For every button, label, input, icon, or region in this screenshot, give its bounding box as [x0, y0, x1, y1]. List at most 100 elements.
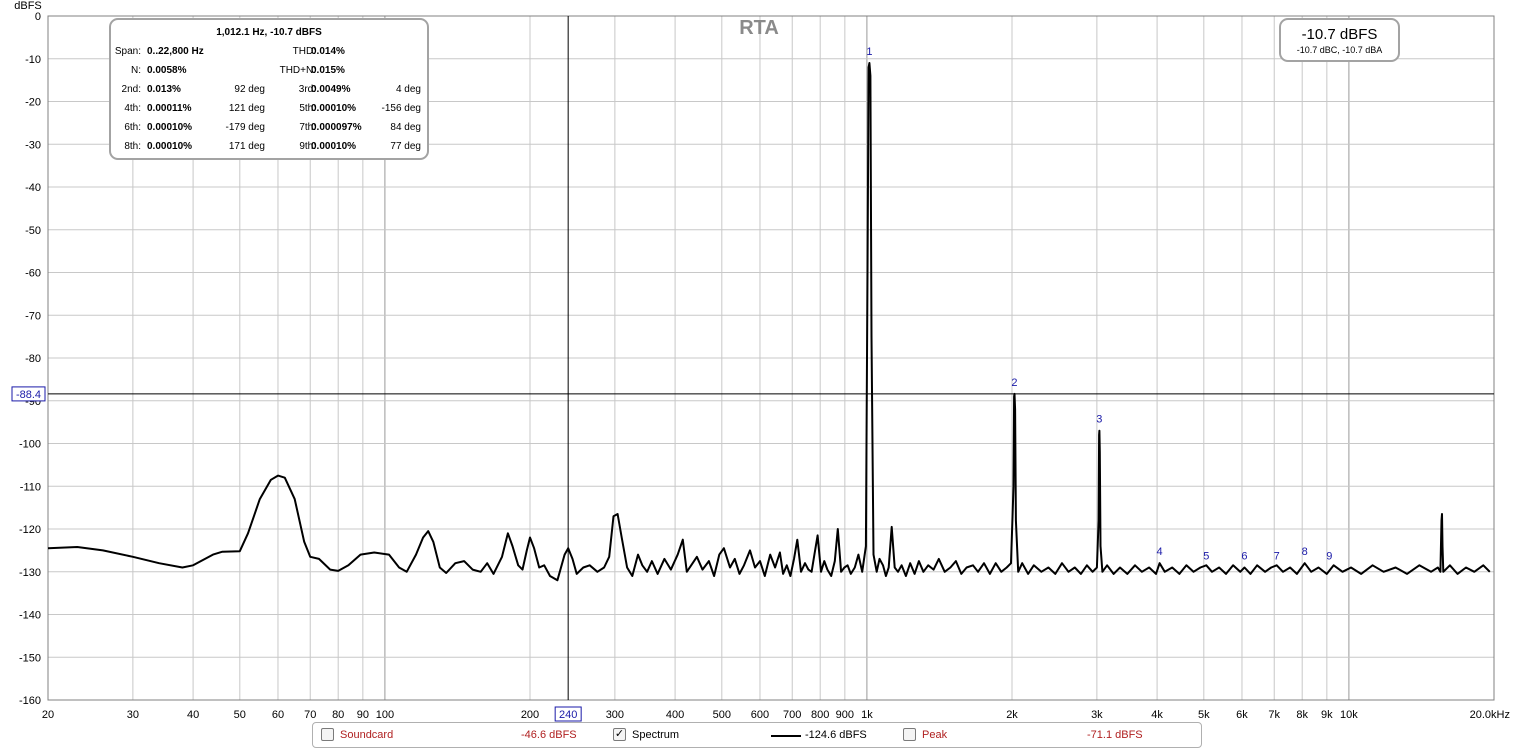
summary-phase: 77 deg	[390, 141, 421, 152]
summary-value: 0.00010%	[311, 103, 357, 114]
x-tick-label: 9k	[1321, 709, 1333, 721]
summary-value: 0.0058%	[147, 65, 187, 76]
summary-label: 6th:	[124, 122, 141, 133]
soundcard-checkbox[interactable]	[321, 728, 334, 741]
summary-label: 8th:	[124, 141, 141, 152]
y-tick-label: 0	[35, 11, 41, 23]
summary-label: 5th:	[299, 103, 316, 114]
x-tick-label: 3k	[1091, 709, 1103, 721]
y-tick-label: -30	[25, 139, 41, 151]
summary-value: 0.000097%	[311, 122, 362, 133]
spectrum-value: -124.6 dBFS	[805, 729, 867, 741]
summary-phase: -179 deg	[225, 122, 265, 133]
peak-value: -71.1 dBFS	[1087, 729, 1143, 741]
summary-row: 2nd: 0.013% 92 deg 3rd: 0.0049% 4 deg	[111, 84, 427, 98]
harmonic-marker-label: 6	[1241, 550, 1247, 562]
x-tick-label: 8k	[1296, 709, 1308, 721]
cursor-y-label-box	[11, 386, 46, 402]
summary-label: 3rd:	[298, 84, 316, 95]
y-tick-label: -150	[19, 652, 41, 664]
summary-row: 6th: 0.00010% -179 deg 7th: 0.000097% 84 deg	[111, 122, 427, 136]
x-tick-label: 70	[304, 709, 316, 721]
summary-phase: 84 deg	[390, 122, 421, 133]
x-tick-label: 4k	[1151, 709, 1163, 721]
harmonic-marker-label: 2	[1011, 377, 1017, 389]
summary-value: 0.013%	[147, 84, 181, 95]
spectrum-line-swatch	[771, 735, 801, 737]
summary-phase: 171 deg	[228, 141, 265, 152]
y-tick-label: -120	[19, 524, 41, 536]
harmonic-marker-label: 8	[1302, 546, 1308, 558]
cursor-x-label-box	[554, 706, 582, 722]
summary-phase: -156 deg	[381, 103, 421, 114]
spectrum-checkbox[interactable]: ✓	[613, 728, 626, 741]
x-tick-label: 30	[127, 709, 139, 721]
y-tick-label: -130	[19, 567, 41, 579]
summary-header: 1,012.1 Hz, -10.7 dBFS	[216, 27, 322, 38]
summary-label: THD+N:	[279, 65, 316, 76]
x-tick-label: 700	[783, 709, 801, 721]
y-tick-label: -140	[19, 610, 41, 622]
summary-label: 7th:	[299, 122, 316, 133]
level-main: -10.7 dBFS	[1301, 26, 1378, 43]
summary-value: 0.00010%	[311, 141, 357, 152]
summary-phase: 4 deg	[395, 84, 421, 95]
x-tick-label: 900	[836, 709, 854, 721]
summary-row: N: 0.0058% THD+N: 0.015%	[111, 65, 427, 79]
harmonic-marker-label: 7	[1274, 550, 1280, 562]
x-tick-label: 5k	[1198, 709, 1210, 721]
summary-row: 4th: 0.00011% 121 deg 5th: 0.00010% -156 deg	[111, 103, 427, 117]
x-tick-label: 20.0kHz	[1470, 709, 1510, 721]
x-tick-label: 6k	[1236, 709, 1248, 721]
series-layer	[47, 62, 1491, 582]
x-tick-label: 600	[751, 709, 769, 721]
harmonic-marker-label: 1	[866, 46, 872, 58]
soundcard-label: Soundcard	[340, 729, 394, 741]
level-readout: -10.7 dBFS -10.7 dBC, -10.7 dBA	[1279, 18, 1400, 62]
y-axis-unit: dBFS	[14, 0, 42, 12]
summary-phase: 121 deg	[228, 103, 265, 114]
y-tick-label: -40	[25, 182, 41, 194]
x-tick-label: 80	[332, 709, 344, 721]
y-tick-label: -70	[25, 310, 41, 322]
summary-label: 9th:	[299, 141, 316, 152]
summary-label: Span:	[114, 46, 141, 57]
summary-phase: 92 deg	[234, 84, 265, 95]
x-tick-label: 400	[666, 709, 684, 721]
harmonic-marker-label: 9	[1326, 550, 1332, 562]
y-tick-label: -80	[25, 353, 41, 365]
summary-value: 0.00010%	[147, 122, 193, 133]
y-tick-label: -20	[25, 97, 41, 109]
summary-row: Span: 0..22,800 Hz THD: 0.014%	[111, 46, 427, 60]
y-tick-label: -100	[19, 439, 41, 451]
summary-value: 0.015%	[311, 65, 345, 76]
harmonic-markers: 1 2 3 4 5 6 7 8 9	[866, 46, 1332, 562]
harmonic-marker-label: 5	[1203, 550, 1209, 562]
legend-bar: Soundcard -46.6 dBFS ✓ Spectrum -124.6 d…	[312, 722, 1202, 748]
y-tick-label: -60	[25, 268, 41, 280]
y-tick-label: -160	[19, 695, 41, 707]
x-tick-label: 800	[811, 709, 829, 721]
x-tick-label: 500	[713, 709, 731, 721]
x-tick-label: 40	[187, 709, 199, 721]
summary-label: 2nd:	[121, 84, 141, 95]
level-sub: -10.7 dBC, -10.7 dBA	[1296, 45, 1383, 55]
y-tick-label: -10	[25, 54, 41, 66]
thd-summary-box: 1,012.1 Hz, -10.7 dBFS Span: 0..22,800 Hz…	[109, 18, 429, 160]
peak-checkbox[interactable]	[903, 728, 916, 741]
x-tick-label: 7k	[1268, 709, 1280, 721]
y-tick-label: -50	[25, 225, 41, 237]
x-tick-label: 90	[357, 709, 369, 721]
harmonic-marker-label: 3	[1096, 414, 1102, 426]
cursor: -88.4 2 40	[11, 16, 1494, 722]
x-tick-label: 100	[376, 709, 394, 721]
summary-value: 0.0049%	[311, 84, 351, 95]
x-tick-label: 2k	[1006, 709, 1018, 721]
series-line	[47, 62, 1491, 582]
summary-value: 0.00010%	[147, 141, 193, 152]
summary-value: 0..22,800 Hz	[147, 46, 204, 57]
summary-label: THD:	[292, 46, 316, 57]
spectrum-label: Spectrum	[632, 729, 680, 741]
cursor-y-label: -88.4	[16, 389, 41, 401]
